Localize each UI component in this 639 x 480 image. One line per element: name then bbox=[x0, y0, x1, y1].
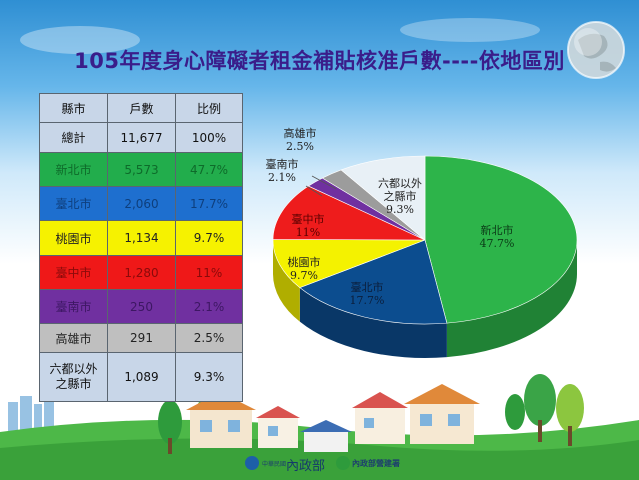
cell-pct: 9.3% bbox=[175, 352, 243, 402]
page-title: 105年度身心障礙者租金補貼核准戶數----依地區別 bbox=[74, 49, 565, 73]
pie-slice-六都以外之縣市 bbox=[340, 155, 426, 241]
pie-label-新北市-1: 47.7% bbox=[480, 237, 515, 250]
pie-label-六都以外之縣市-0: 六都以外 bbox=[378, 177, 422, 190]
pie-label-高雄市-0: 高雄市 bbox=[284, 126, 317, 140]
pie-label-臺南市-1: 2.1% bbox=[268, 171, 296, 184]
cell-pct: 47.7% bbox=[175, 152, 243, 187]
cell-area: 臺南市 bbox=[39, 289, 108, 324]
cell-area-line2: 之縣市 bbox=[55, 377, 92, 391]
pie-label-臺南市-0: 臺南市 bbox=[266, 157, 299, 171]
cell-count: 5,573 bbox=[107, 152, 176, 187]
table-row: 臺中市 1,280 11% bbox=[39, 255, 243, 290]
cell-count: 250 bbox=[107, 289, 176, 324]
cell-area-line1: 六都以外 bbox=[49, 362, 98, 376]
pie-label-新北市-0: 新北市 bbox=[481, 223, 514, 237]
pie-slice-臺北市 bbox=[299, 239, 448, 325]
pie-tops bbox=[272, 155, 578, 325]
header-pct: 比例 bbox=[175, 93, 243, 123]
header-area: 縣市 bbox=[39, 93, 108, 123]
pie-side-桃園市 bbox=[273, 240, 300, 322]
table-row: 新北市 5,573 47.7% bbox=[39, 152, 243, 187]
cell-count: 1,134 bbox=[107, 220, 176, 256]
cell-area: 總計 bbox=[39, 122, 108, 153]
cell-count: 291 bbox=[107, 323, 176, 353]
pie-slice-新北市 bbox=[424, 155, 578, 324]
pie-label-桃園市-1: 9.7% bbox=[290, 269, 318, 282]
pie-label-桃園市-0: 桃園市 bbox=[288, 255, 321, 269]
pie-side-新北市 bbox=[446, 240, 577, 358]
footer-logo-icon bbox=[245, 456, 350, 470]
pie-label-臺中市-1: 11% bbox=[296, 226, 320, 239]
table-row: 高雄市 291 2.5% bbox=[39, 323, 243, 353]
pie-label-高雄市-1: 2.5% bbox=[286, 140, 314, 153]
pie-leader-臺南市 bbox=[305, 185, 323, 197]
skyline-icon bbox=[8, 396, 54, 432]
cell-area: 臺北市 bbox=[39, 186, 108, 221]
pie-label-臺中市-0: 臺中市 bbox=[292, 212, 325, 226]
cell-pct: 2.1% bbox=[175, 289, 243, 324]
footer-logos: 中華民國 內政部 內政部營建署 bbox=[262, 455, 442, 474]
pie-slice-臺中市 bbox=[272, 185, 426, 241]
header-count: 戶數 bbox=[107, 93, 176, 123]
cell-count: 1,280 bbox=[107, 255, 176, 290]
pie-sides bbox=[273, 240, 577, 358]
cell-area: 新北市 bbox=[39, 152, 108, 187]
table-row: 臺北市 2,060 17.7% bbox=[39, 186, 243, 221]
cell-count: 1,089 bbox=[107, 352, 176, 402]
globe-icon bbox=[567, 21, 625, 79]
pie-side-臺北市 bbox=[299, 287, 447, 358]
footer-logo-left: 中華民國 bbox=[262, 461, 287, 468]
cell-pct: 11% bbox=[175, 255, 243, 290]
table-header-row: 縣市 戶數 比例 bbox=[39, 93, 243, 123]
table-row: 總計 11,677 100% bbox=[39, 122, 243, 153]
footer-logo-right: 內政部營建署 bbox=[352, 459, 400, 468]
cell-area: 桃園市 bbox=[39, 220, 108, 256]
pie-leader-高雄市 bbox=[311, 175, 337, 190]
table-row: 六都以外 之縣市 1,089 9.3% bbox=[39, 352, 243, 402]
pie-label-六都以外之縣市-1: 之縣市 bbox=[384, 189, 417, 203]
table-row: 臺南市 250 2.1% bbox=[39, 289, 243, 324]
pie-label-六都以外之縣市-2: 9.3% bbox=[386, 203, 414, 216]
table-row: 桃園市 1,134 9.7% bbox=[39, 220, 243, 256]
pie-label-臺北市-0: 臺北市 bbox=[351, 280, 384, 294]
pie-slice-桃園市 bbox=[272, 239, 426, 288]
pie-label-臺北市-1: 17.7% bbox=[350, 294, 385, 307]
footer-logo-mid: 內政部 bbox=[286, 459, 326, 474]
cell-area: 六都以外 之縣市 bbox=[39, 352, 108, 402]
cell-pct: 2.5% bbox=[175, 323, 243, 353]
data-table: 縣市 戶數 比例 總計 11,677 100% 新北市 5,573 47.7% … bbox=[39, 93, 243, 402]
cell-count: 11,677 bbox=[107, 122, 176, 153]
cell-pct: 17.7% bbox=[175, 186, 243, 221]
